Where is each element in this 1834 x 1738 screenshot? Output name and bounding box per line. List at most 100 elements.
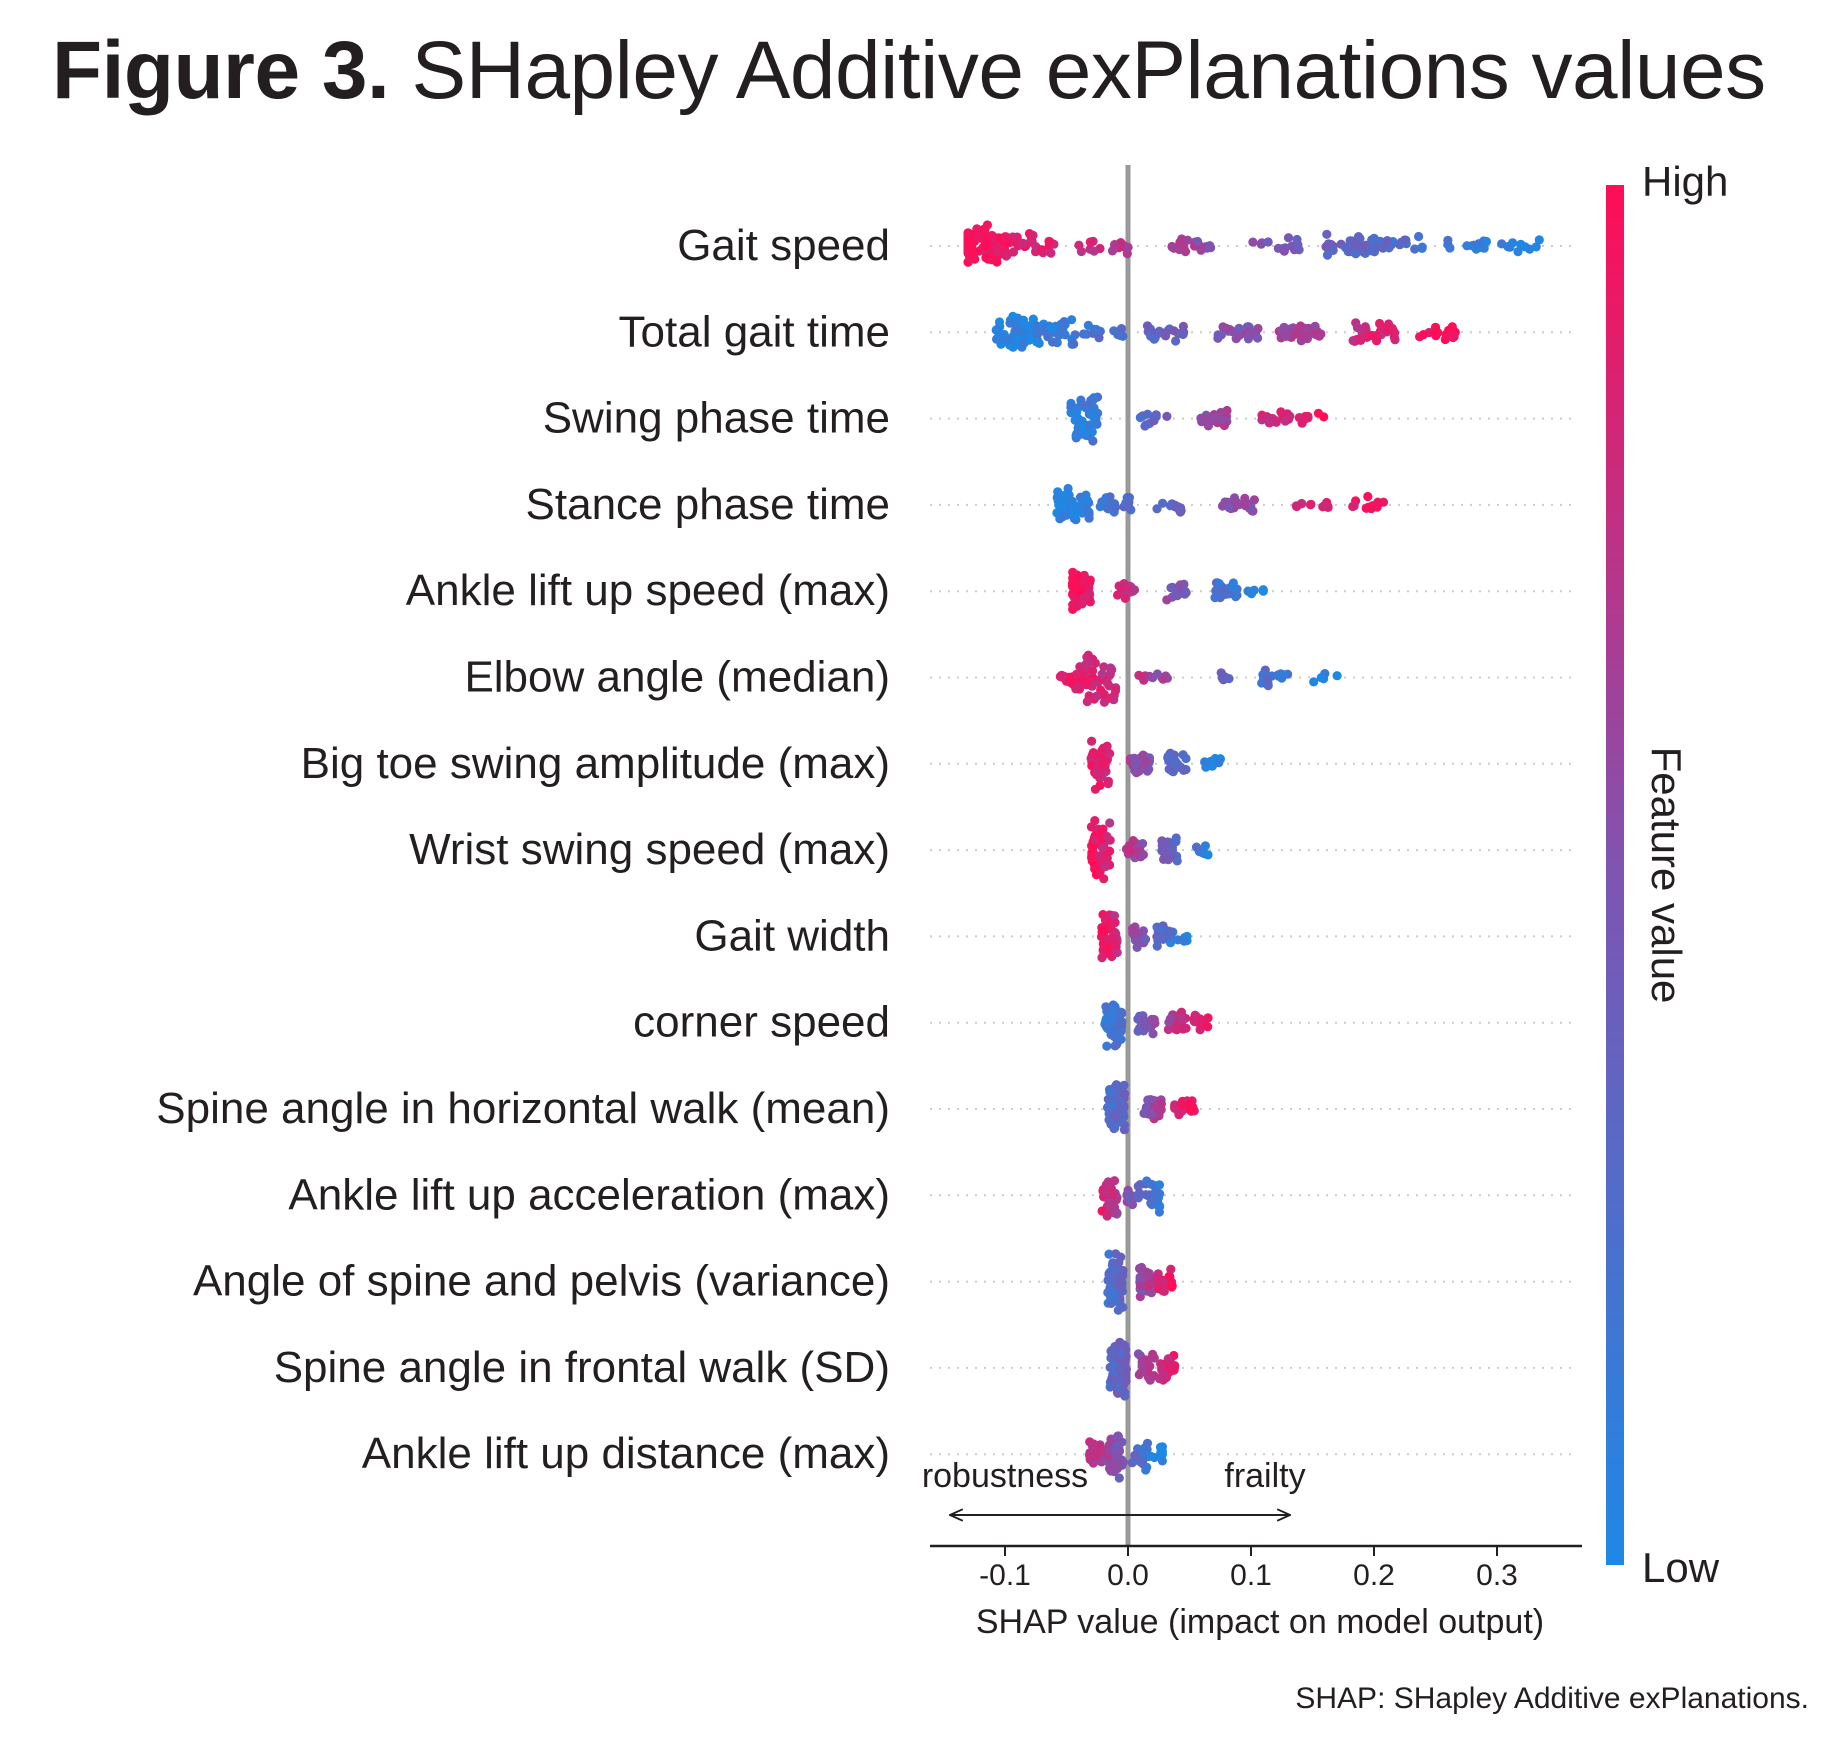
shap-dot xyxy=(1389,332,1399,342)
shap-dot xyxy=(1190,1010,1200,1020)
shap-dot xyxy=(1353,232,1364,242)
shap-dot xyxy=(1136,1457,1146,1467)
shap-dot xyxy=(1164,764,1174,774)
shap-dot xyxy=(1130,759,1140,769)
shap-dot xyxy=(1106,1201,1116,1211)
shap-dot xyxy=(1109,499,1120,509)
shap-dot xyxy=(1076,421,1086,431)
shap-dot xyxy=(1114,1364,1124,1374)
shap-dot xyxy=(1258,586,1268,596)
shap-dot xyxy=(1110,686,1121,696)
shap-dot xyxy=(1091,324,1101,335)
shap-dot xyxy=(1097,843,1108,853)
shap-dot xyxy=(1024,321,1034,331)
shap-dot xyxy=(1103,943,1113,953)
shap-dot xyxy=(1088,395,1098,405)
shap-dot xyxy=(1074,240,1084,250)
shap-dot xyxy=(1002,250,1012,260)
x-tick-label: 0.0 xyxy=(1107,1559,1149,1592)
shap-dot xyxy=(1323,239,1334,249)
shap-dot xyxy=(1285,411,1295,421)
feature-label: Total gait time xyxy=(619,307,890,356)
shap-dot xyxy=(1132,1191,1142,1201)
shap-dot xyxy=(1109,911,1120,921)
shap-dot xyxy=(1155,1201,1165,1212)
shap-dot xyxy=(1110,1443,1120,1453)
shap-dot xyxy=(1109,1288,1119,1298)
shap-dot xyxy=(1214,579,1224,589)
shap-dot xyxy=(1005,318,1015,328)
shap-dot xyxy=(1119,1125,1129,1135)
shap-dot xyxy=(1088,666,1098,676)
shap-dot xyxy=(1180,589,1190,599)
x-tick-label: 0.1 xyxy=(1230,1559,1272,1592)
shap-dot xyxy=(1234,330,1244,341)
shap-dot xyxy=(1297,418,1307,428)
shap-dot xyxy=(1361,240,1371,250)
shap-dot xyxy=(1351,249,1361,259)
shap-dot xyxy=(1091,691,1102,701)
shap-dot xyxy=(1082,495,1092,505)
shap-dot xyxy=(1178,321,1188,331)
shap-dots xyxy=(963,220,1544,1483)
shap-dot xyxy=(1105,492,1115,502)
shap-dot xyxy=(1273,243,1283,253)
feature-label: Stance phase time xyxy=(526,480,890,529)
shap-dot xyxy=(1146,1288,1157,1298)
shap-dot xyxy=(1044,236,1054,246)
shap-dot xyxy=(1018,238,1028,248)
shap-dot xyxy=(1067,315,1077,325)
shap-dot xyxy=(1045,323,1056,333)
shap-dot xyxy=(1133,1181,1143,1191)
shap-dot xyxy=(1179,765,1189,776)
shap-dot xyxy=(1203,1022,1213,1032)
shap-dot xyxy=(1216,330,1226,340)
shap-dot xyxy=(1180,935,1190,945)
shap-dot xyxy=(1082,697,1092,707)
shap-dot xyxy=(1114,1382,1124,1392)
shap-dot xyxy=(1292,234,1302,245)
shap-dot xyxy=(1046,248,1056,258)
shap-dot xyxy=(1372,241,1382,252)
shap-dot xyxy=(1169,326,1179,336)
shap-dot xyxy=(1088,411,1098,421)
robustness-label: robustness xyxy=(922,1457,1088,1495)
shap-dot xyxy=(1166,1264,1176,1274)
shap-dot xyxy=(1178,750,1188,760)
shap-dot xyxy=(1200,757,1210,767)
shap-dot xyxy=(1105,818,1115,828)
shap-dot xyxy=(1054,500,1064,510)
shap-dot xyxy=(1203,850,1213,860)
shap-dot xyxy=(1292,501,1302,512)
figure-title: Figure 3. SHapley Additive exPlanations … xyxy=(52,30,1766,112)
shap-dot xyxy=(1102,678,1113,688)
shap-dot xyxy=(1114,1258,1124,1268)
x-tick-label: -0.1 xyxy=(979,1559,1031,1592)
shap-dot xyxy=(1079,592,1089,603)
shap-dot xyxy=(1354,241,1364,251)
shap-dot xyxy=(1088,1441,1098,1451)
feature-label: corner speed xyxy=(633,998,890,1047)
shap-dot xyxy=(995,331,1005,341)
shap-dot xyxy=(1103,1275,1113,1285)
shap-dot xyxy=(1047,337,1058,347)
shap-dot xyxy=(1059,317,1069,327)
shap-dot xyxy=(1217,501,1228,511)
shap-dot xyxy=(1283,233,1294,243)
shap-dot xyxy=(1172,856,1182,866)
shap-dot xyxy=(994,317,1005,327)
shap-dot xyxy=(1073,505,1083,516)
shap-dot xyxy=(1100,862,1110,872)
shap-dot xyxy=(1174,1110,1184,1120)
shap-dot xyxy=(1156,1099,1166,1109)
shap-dot xyxy=(1148,1351,1158,1361)
shap-dot xyxy=(1377,322,1387,333)
shap-dot xyxy=(1157,1456,1167,1466)
shap-dot xyxy=(1115,1007,1125,1017)
shap-dot xyxy=(1116,238,1126,249)
feature-label: Spine angle in frontal walk (SD) xyxy=(274,1343,890,1392)
shap-dot xyxy=(1122,1189,1132,1199)
shap-dot xyxy=(1158,1370,1168,1380)
shap-dot xyxy=(1361,503,1371,513)
